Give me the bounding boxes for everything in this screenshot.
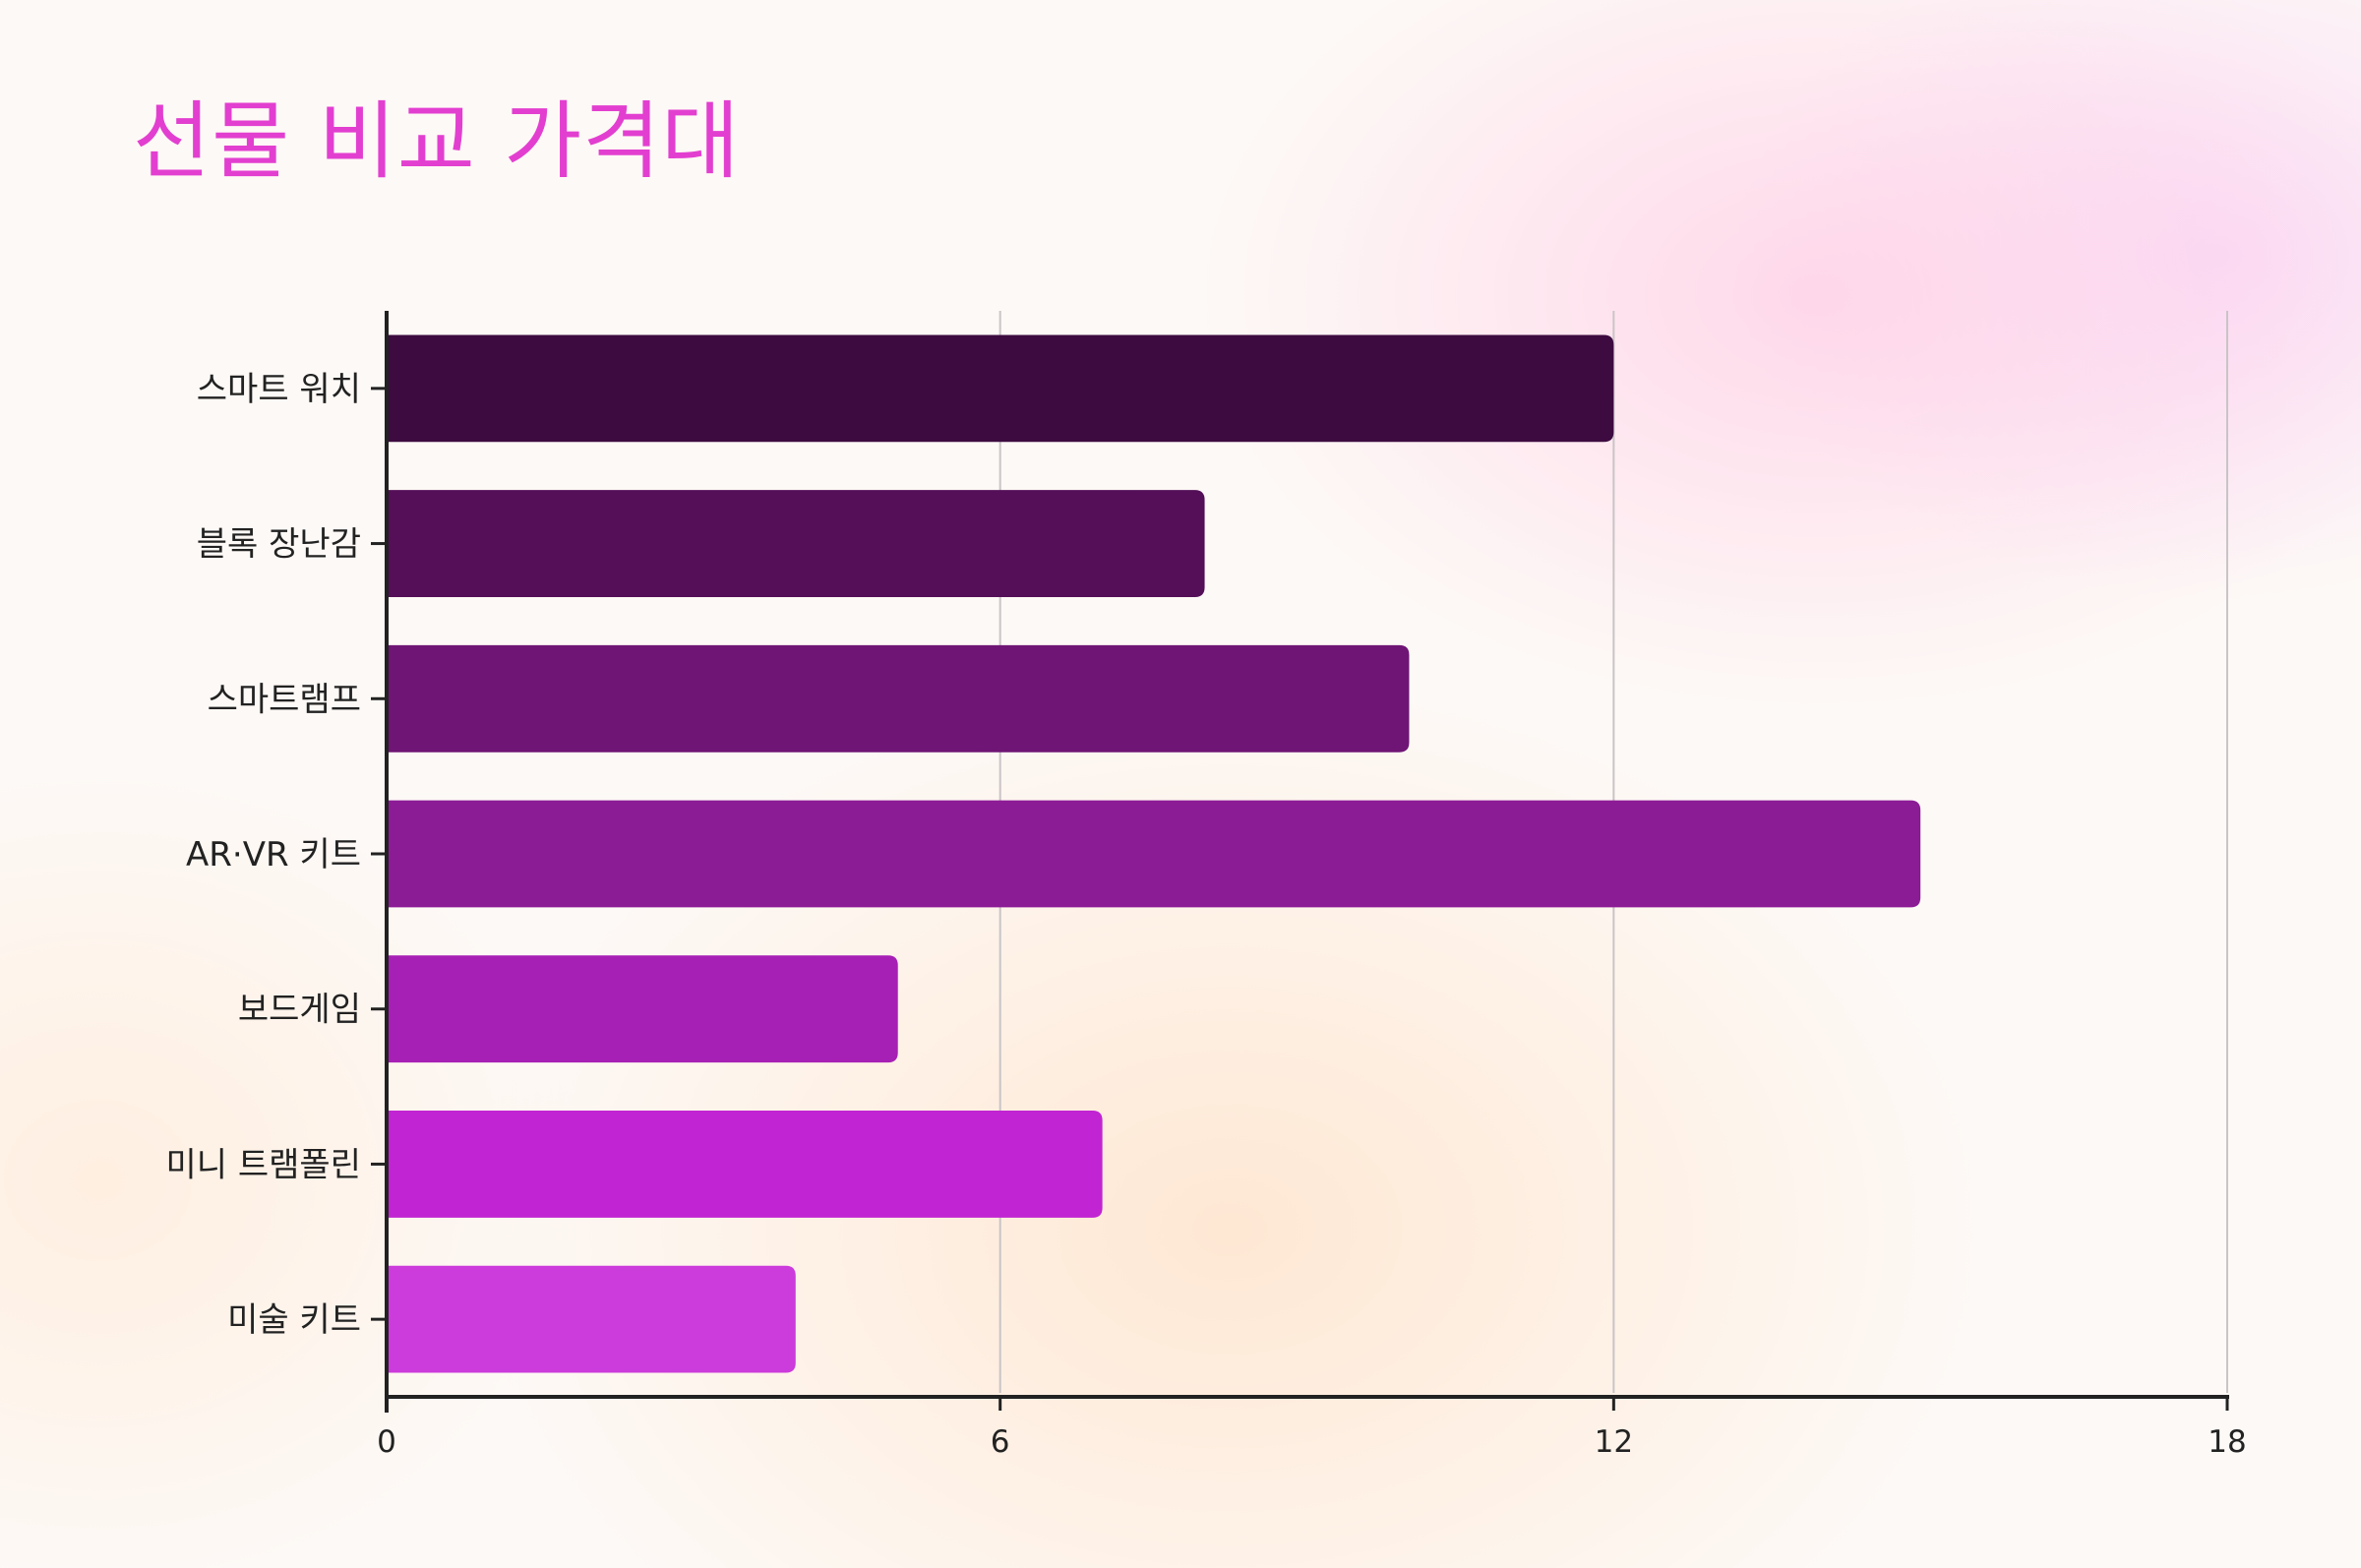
x-tick-label: 12 xyxy=(1595,1424,1633,1460)
bar xyxy=(387,644,1410,753)
category-label: 스마트 워치 xyxy=(197,370,361,409)
bar xyxy=(387,1111,1103,1218)
x-tick-label: 6 xyxy=(991,1424,1010,1460)
category-label: 미니 트램폴린 xyxy=(166,1145,362,1184)
x-tick-label: 18 xyxy=(2208,1424,2246,1460)
x-tick-label: 0 xyxy=(377,1424,396,1460)
category-label: 블록 장난감 xyxy=(197,525,361,565)
bar xyxy=(387,334,1614,443)
category-label: 보드게임 xyxy=(238,991,361,1030)
category-label: 미술 키트 xyxy=(227,1300,361,1340)
bars xyxy=(387,334,1921,1373)
bar xyxy=(387,955,898,1063)
category-label: AR·VR 키트 xyxy=(186,835,361,874)
bar xyxy=(387,490,1205,597)
bar xyxy=(387,1265,796,1373)
chart-title: 선물 비교 가격대 xyxy=(133,92,741,191)
bar xyxy=(387,800,1921,908)
category-label: 스마트램프 xyxy=(208,680,361,719)
axes xyxy=(371,311,2229,1413)
